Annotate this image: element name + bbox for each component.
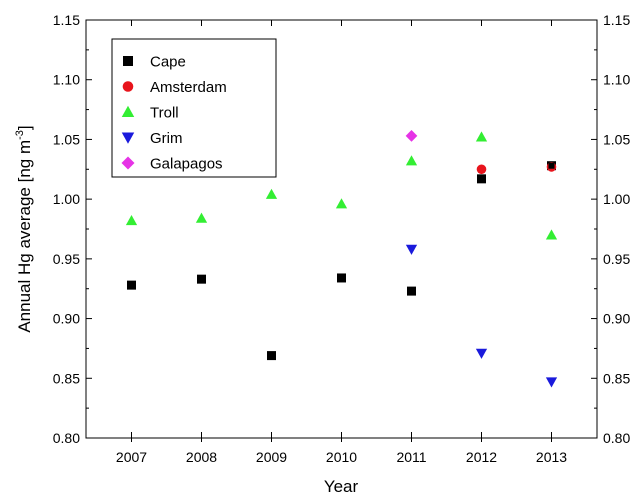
y-axis-title-close: ]: [15, 125, 34, 130]
x-tick-label: 2009: [256, 449, 287, 465]
data-point-amsterdam: [476, 164, 487, 175]
legend-marker-grim: [121, 132, 135, 144]
legend-marker-troll: [121, 105, 135, 117]
y-tick-label-right: 0.95: [603, 251, 630, 267]
y-tick-label-left: 0.90: [53, 311, 80, 327]
y-tick-label-left: 0.95: [53, 251, 80, 267]
legend-label-troll: Troll: [150, 105, 179, 122]
y-axis-title-main: Annual Hg average [ng m: [15, 140, 34, 333]
data-point-troll: [405, 155, 418, 166]
data-point-cape: [548, 162, 555, 169]
y-tick-label-left: 1.00: [53, 191, 80, 207]
y-tick-label-left: 1.05: [53, 131, 80, 147]
data-point-grim: [545, 377, 558, 388]
x-tick-label: 2007: [116, 449, 147, 465]
x-tick-label: 2008: [186, 449, 217, 465]
y-tick-label-right: 0.90: [603, 311, 630, 327]
data-point-troll: [265, 188, 278, 199]
legend-marker-cape: [123, 56, 133, 66]
legend-label-cape: Cape: [150, 54, 186, 71]
data-point-troll: [125, 215, 138, 226]
x-tick-label: 2011: [396, 449, 426, 465]
data-point-cape: [267, 351, 276, 361]
legend-label-galapagos: Galapagos: [150, 156, 223, 173]
y-tick-label-right: 0.80: [603, 430, 630, 446]
legend-box: [111, 38, 277, 178]
y-tick-label-left: 0.85: [53, 370, 80, 386]
data-point-galapagos: [405, 129, 418, 142]
data-point-cape: [197, 274, 206, 284]
x-tick-label: 2013: [536, 449, 567, 465]
y-tick-label-left: 0.80: [53, 430, 80, 446]
y-tick-label-right: 1.00: [603, 191, 630, 207]
legend-label-amsterdam: Amsterdam: [150, 79, 227, 96]
data-point-grim: [475, 348, 488, 359]
data-point-troll: [195, 212, 208, 223]
y-axis-title-superscript: -3: [14, 130, 26, 140]
legend-marker-amsterdam: [122, 81, 134, 92]
x-tick-label: 2010: [326, 449, 357, 465]
data-point-cape: [407, 286, 416, 296]
data-points: [125, 129, 558, 388]
x-tick-label: 2012: [466, 449, 497, 465]
data-point-grim: [405, 244, 418, 255]
y-axis-title: Annual Hg average [ng m-3]: [14, 125, 34, 332]
data-point-troll: [545, 229, 558, 240]
legend: Cape Amsterdam Troll Grim Galapagos: [111, 38, 277, 178]
y-tick-label-right: 1.10: [603, 72, 630, 88]
y-tick-label-right: 0.85: [603, 370, 630, 386]
x-axis-title: Year: [324, 477, 359, 496]
y-tick-label-left: 1.15: [53, 12, 80, 28]
y-axis-left: 0.80 0.85 0.90 0.95 1.00 1.05 1.10 1.15: [53, 12, 92, 446]
x-axis: 2007 2008 2009 2010 2011 2012 2013: [116, 20, 567, 465]
y-axis-right: 0.80 0.85 0.90 0.95 1.00 1.05 1.10 1.15: [591, 12, 630, 446]
legend-marker-galapagos: [121, 156, 135, 170]
y-tick-label-right: 1.15: [603, 12, 630, 28]
data-point-cape: [337, 273, 346, 283]
data-point-troll: [475, 131, 488, 142]
data-point-cape: [127, 280, 136, 290]
y-tick-label-right: 1.05: [603, 131, 630, 147]
y-tick-label-left: 1.10: [53, 72, 80, 88]
data-point-troll: [335, 198, 348, 209]
legend-label-grim: Grim: [150, 130, 183, 147]
data-point-cape: [477, 174, 486, 184]
